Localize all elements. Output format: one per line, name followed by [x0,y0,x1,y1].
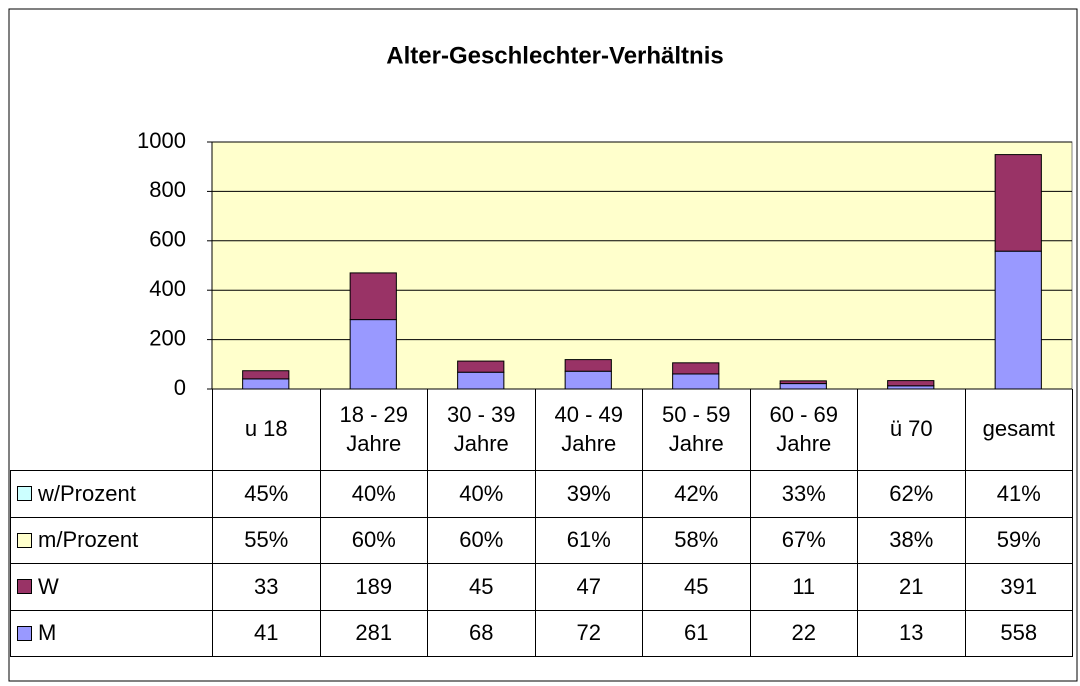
legend-label: m/Prozent [38,527,139,553]
table-value: 13 [857,609,966,658]
table-value: 45 [427,563,536,611]
bar-segment [672,373,720,390]
table-value: 40% [427,470,536,518]
y-tick-label: 200 [149,325,186,350]
table-value: 391 [964,563,1073,611]
legend-cell: M [10,609,213,658]
bar-segment [242,378,290,390]
bar-segment [779,380,827,385]
category-label: gesamt [964,389,1073,471]
legend-label: M [38,620,57,646]
bar-segment [349,272,397,321]
table-value: 558 [964,609,1073,658]
bar-segment [457,360,505,373]
table-value: 39% [534,470,643,518]
bar-segment [994,250,1042,390]
table-value: 59% [964,516,1073,565]
category-label: u 18 [212,389,321,471]
bar-segment [242,370,290,380]
table-value: 22 [749,609,858,658]
legend-swatch [17,626,32,642]
bar-segment [994,154,1042,252]
table-value: 67% [749,516,858,565]
table-value: 72 [534,609,643,658]
table-value: 33% [749,470,858,518]
table-value: 58% [642,516,751,565]
category-label: 50 - 59 Jahre [642,389,751,471]
table-value: 45 [642,563,751,611]
table-value: 68 [427,609,536,658]
bar-segment [457,371,505,390]
table-value: 38% [857,516,966,565]
table-value: 55% [212,516,321,565]
y-tick-label: 1000 [137,128,186,153]
legend-label: W [38,573,59,599]
category-label: 30 - 39 Jahre [427,389,536,471]
bar-segment [672,362,720,375]
y-tick-label: 400 [149,276,186,301]
y-tick-label: 800 [149,177,186,202]
legend-label: w/Prozent [38,480,136,506]
legend-cell: w/Prozent [10,470,213,518]
legend-swatch [17,486,32,502]
table-value: 47 [534,563,643,611]
plot-area [211,141,1073,390]
bar-segment [349,319,397,390]
category-label: ü 70 [857,389,966,471]
table-value: 40% [319,470,428,518]
category-label: 18 - 29 Jahre [319,389,428,471]
bar-segment [887,380,935,387]
table-value: 42% [642,470,751,518]
legend-cell: m/Prozent [10,516,213,565]
chart-title: Alter-Geschlechter-Verhältnis [386,42,723,69]
table-value: 189 [319,563,428,611]
table-value: 41 [212,609,321,658]
table-value: 60% [427,516,536,565]
table-value: 62% [857,470,966,518]
category-label: 60 - 69 Jahre [749,389,858,471]
legend-swatch [17,579,32,595]
table-value: 41% [964,470,1073,518]
table-value: 45% [212,470,321,518]
table-value: 21 [857,563,966,611]
table-value: 60% [319,516,428,565]
legend-swatch [17,532,32,548]
table-value: 281 [319,609,428,658]
table-value: 11 [749,563,858,611]
legend-cell: W [10,563,213,611]
table-value: 33 [212,563,321,611]
y-tick-label: 0 [174,375,186,400]
table-value: 61% [534,516,643,565]
bar-segment [564,370,612,390]
y-tick-label: 600 [149,227,186,252]
bar-segment [564,359,612,372]
category-label: 40 - 49 Jahre [534,389,643,471]
table-value: 61 [642,609,751,658]
